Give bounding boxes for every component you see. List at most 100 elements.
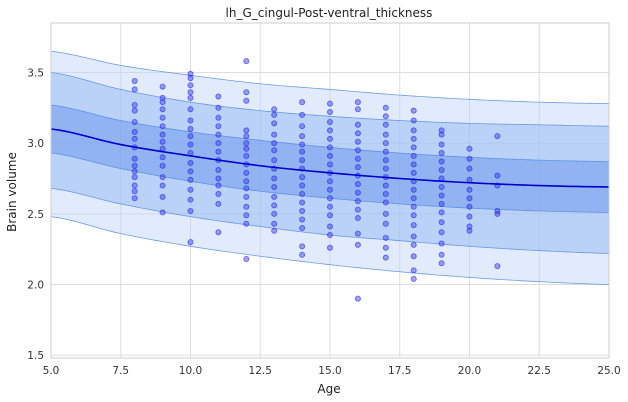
data-point	[187, 186, 194, 193]
data-point	[187, 70, 194, 77]
data-point	[299, 224, 306, 231]
data-point	[215, 166, 222, 173]
data-point	[354, 155, 361, 162]
data-point	[215, 175, 222, 182]
data-point	[326, 100, 333, 107]
data-point	[438, 251, 445, 258]
data-point	[326, 223, 333, 230]
x-tick-label: 15.0	[318, 365, 341, 377]
data-point	[382, 254, 389, 261]
data-point	[271, 120, 278, 127]
data-point	[410, 107, 417, 114]
data-point	[187, 176, 194, 183]
data-point	[271, 210, 278, 217]
data-point	[410, 144, 417, 151]
data-point	[438, 183, 445, 190]
x-tick-label: 20.0	[458, 365, 481, 377]
data-point	[438, 192, 445, 199]
data-point	[187, 196, 194, 203]
data-point	[382, 244, 389, 251]
band-edge-middle-lower	[50, 187, 610, 254]
data-point	[326, 152, 333, 159]
data-point	[354, 230, 361, 237]
data-point	[299, 243, 306, 250]
data-point	[299, 191, 306, 198]
data-point	[438, 209, 445, 216]
data-point	[159, 154, 166, 161]
data-point	[410, 152, 417, 159]
data-point	[354, 121, 361, 128]
data-point	[159, 209, 166, 216]
x-tick-label: 17.5	[388, 365, 411, 377]
data-point	[187, 106, 194, 113]
data-point	[187, 75, 194, 82]
data-point	[243, 203, 250, 210]
data-point	[382, 191, 389, 198]
data-point	[410, 275, 417, 282]
data-point	[410, 233, 417, 240]
data-point	[187, 141, 194, 148]
data-point	[326, 161, 333, 168]
data-point	[187, 207, 194, 214]
data-point	[382, 157, 389, 164]
data-point	[410, 195, 417, 202]
data-point	[215, 200, 222, 207]
x-tick-label: 7.5	[112, 365, 129, 377]
data-point	[131, 135, 138, 142]
band-outer	[51, 51, 609, 285]
data-point	[159, 99, 166, 106]
data-point	[243, 140, 250, 147]
band-edge-inner-lower	[50, 152, 610, 213]
data-point	[438, 166, 445, 173]
y-tick-label: 3.5	[27, 67, 44, 79]
data-point	[326, 203, 333, 210]
data-point	[271, 157, 278, 164]
data-point	[131, 174, 138, 181]
data-point	[410, 253, 417, 260]
data-point	[466, 186, 473, 193]
data-point	[215, 104, 222, 111]
data-point	[382, 165, 389, 172]
data-point	[243, 89, 250, 96]
data-point	[410, 117, 417, 124]
data-point	[271, 202, 278, 209]
data-point	[466, 223, 473, 230]
data-point	[299, 141, 306, 148]
data-point	[326, 186, 333, 193]
data-point	[382, 210, 389, 217]
data-point	[354, 138, 361, 145]
data-point	[159, 123, 166, 130]
data-point	[410, 169, 417, 176]
data-point	[243, 97, 250, 104]
data-point	[494, 210, 501, 217]
data-point	[354, 99, 361, 106]
data-point	[159, 182, 166, 189]
data-point	[354, 130, 361, 137]
band-edge-outer-lower	[50, 216, 610, 285]
data-point	[187, 126, 194, 133]
data-point	[131, 118, 138, 125]
data-point	[438, 219, 445, 226]
data-point	[299, 111, 306, 118]
data-point	[271, 220, 278, 227]
data-point	[131, 182, 138, 189]
data-point	[354, 206, 361, 213]
data-point	[466, 203, 473, 210]
data-point	[299, 174, 306, 181]
data-point	[243, 212, 250, 219]
data-point	[438, 229, 445, 236]
data-point	[410, 161, 417, 168]
data-point	[466, 145, 473, 152]
data-point	[382, 182, 389, 189]
data-point	[159, 106, 166, 113]
data-point	[410, 222, 417, 229]
data-point	[410, 135, 417, 142]
data-point	[215, 148, 222, 155]
data-point	[187, 168, 194, 175]
data-point	[271, 106, 278, 113]
data-point	[466, 195, 473, 202]
data-point	[410, 267, 417, 274]
data-point	[131, 128, 138, 135]
data-point	[466, 165, 473, 172]
